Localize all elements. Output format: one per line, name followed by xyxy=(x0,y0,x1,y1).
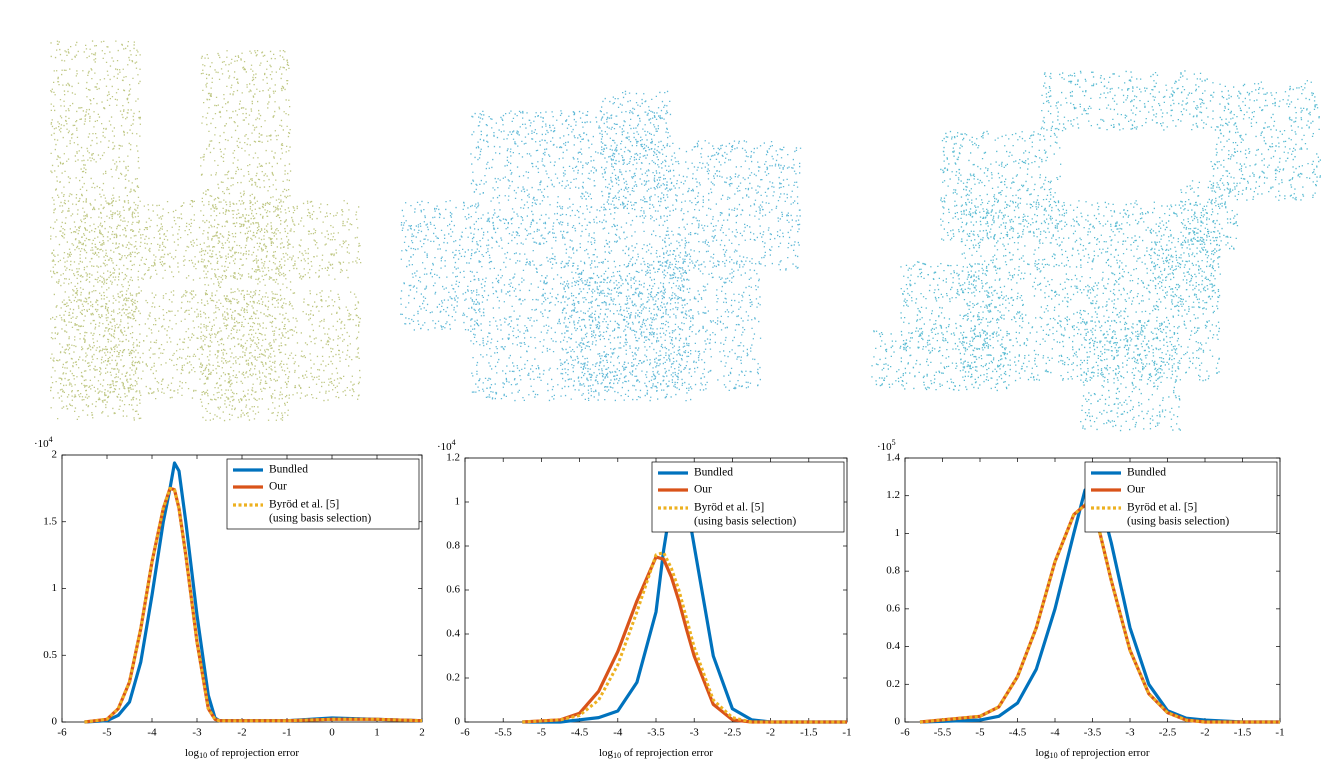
x-tick-label: -1.5 xyxy=(1234,727,1252,739)
x-tick-label: -3 xyxy=(690,727,700,739)
y-tick-label: 1 xyxy=(52,582,58,594)
line-chart: -6 -5.5 -5 -4.5 -4 -3.5 -3 -2.5 -2 -1.5 -1 0 0.2 0.4 0… xyxy=(437,438,852,760)
y-tick-label: 0.2 xyxy=(446,672,460,684)
x-axis-label: log10 of reprojection error xyxy=(185,747,299,760)
legend: Bundled Our Byröd et al. [5] (using basis s… xyxy=(1085,462,1277,532)
y-multiplier: ·104 xyxy=(437,438,456,453)
y-tick-label: 1 xyxy=(455,496,461,508)
x-label-sub: 10 xyxy=(199,751,207,760)
y-tick-label: 2 xyxy=(52,449,58,461)
y-tick-label: 0 xyxy=(52,716,58,728)
legend-label: Bundled xyxy=(269,464,308,476)
y-tick-label: 0 xyxy=(455,716,461,728)
legend-note: (using basis selection) xyxy=(1127,516,1229,528)
legend-label: Byröd et al. [5] xyxy=(694,502,764,514)
legend-label: Byröd et al. [5] xyxy=(269,499,339,511)
x-label-rest: of reprojection error xyxy=(207,747,299,759)
x-tick-label: -1 xyxy=(282,727,291,739)
x-tick-label: -2 xyxy=(766,727,775,739)
x-tick-label: -4 xyxy=(613,727,623,739)
x-tick-label: -3.5 xyxy=(1084,727,1102,739)
x-label-sub: 10 xyxy=(613,751,621,760)
x-tick-label: 0 xyxy=(329,727,335,739)
x-tick-label: -4 xyxy=(1050,727,1060,739)
x-tick-label: -4 xyxy=(147,727,157,739)
legend-label: Our xyxy=(269,481,287,493)
x-tick-label: -4.5 xyxy=(1009,727,1027,739)
x-tick-label: -5.5 xyxy=(494,727,512,739)
x-tick-label: -1 xyxy=(1275,727,1284,739)
y-multiplier-base: ·10 xyxy=(34,438,49,450)
y-tick-label: 0.8 xyxy=(446,540,460,552)
legend-label: Our xyxy=(1127,484,1145,496)
x-tick-label: -2 xyxy=(1200,727,1209,739)
y-multiplier-base: ·10 xyxy=(437,441,452,453)
y-multiplier: ·105 xyxy=(877,438,896,453)
legend-note: (using basis selection) xyxy=(269,513,371,525)
x-label-log: log xyxy=(599,747,614,759)
legend-note: (using basis selection) xyxy=(694,516,796,528)
y-multiplier-exp: 4 xyxy=(49,435,53,444)
y-tick-label: 1.4 xyxy=(886,452,900,464)
x-label-rest: of reprojection error xyxy=(621,747,713,759)
x-tick-label: -3.5 xyxy=(647,727,665,739)
y-multiplier-exp: 4 xyxy=(452,438,456,447)
y-tick-label: 0.4 xyxy=(886,640,900,652)
y-tick-label: 0 xyxy=(895,716,901,728)
x-tick-label: -2.5 xyxy=(1159,727,1177,739)
y-tick-label: 0.5 xyxy=(43,649,57,661)
line-chart: -6 -5.5 -5 -4.5 -4 -3.5 -3 -2.5 -2 -1.5 -1 0 0.2 0.4 0… xyxy=(877,438,1285,760)
x-tick-label: 2 xyxy=(419,727,425,739)
point-cloud xyxy=(400,91,801,402)
y-tick-label: 0.2 xyxy=(886,678,900,690)
x-tick-label: -4.5 xyxy=(571,727,589,739)
x-label-log: log xyxy=(185,747,200,759)
legend: Bundled Our Byröd et al. [5] (using basis s… xyxy=(652,462,844,532)
x-tick-label: -5 xyxy=(102,727,112,739)
series-line xyxy=(522,553,847,722)
x-label-rest: of reprojection error xyxy=(1058,747,1150,759)
y-tick-label: 0.6 xyxy=(446,584,460,596)
x-axis-label: log10 of reprojection error xyxy=(599,747,713,760)
x-tick-label: -3 xyxy=(1125,727,1135,739)
legend-label: Bundled xyxy=(1127,467,1166,479)
y-tick-label: 0.6 xyxy=(886,602,900,614)
x-tick-label: -3 xyxy=(192,727,202,739)
y-tick-label: 1 xyxy=(895,527,901,539)
y-multiplier-base: ·10 xyxy=(877,441,892,453)
point-cloud xyxy=(871,70,1321,431)
y-tick-label: 0.4 xyxy=(446,628,460,640)
legend-label: Bundled xyxy=(694,467,733,479)
y-multiplier: ·104 xyxy=(34,435,53,450)
x-label-log: log xyxy=(1036,747,1051,759)
series-line xyxy=(522,557,847,722)
point-clouds xyxy=(50,40,1321,431)
series-line xyxy=(920,505,1280,722)
x-tick-label: -5 xyxy=(975,727,985,739)
y-tick-label: 1.2 xyxy=(446,452,460,464)
legend-label: Our xyxy=(694,484,712,496)
x-tick-label: -2 xyxy=(237,727,246,739)
x-tick-label: -1 xyxy=(842,727,851,739)
legend-label: Byröd et al. [5] xyxy=(1127,502,1197,514)
x-tick-label: -6 xyxy=(900,727,910,739)
x-axis-label: log10 of reprojection error xyxy=(1036,747,1150,760)
x-tick-label: -2.5 xyxy=(724,727,742,739)
x-tick-label: -1.5 xyxy=(800,727,818,739)
y-multiplier-exp: 5 xyxy=(892,438,896,447)
x-tick-label: -6 xyxy=(460,727,470,739)
x-tick-label: -5 xyxy=(537,727,547,739)
point-cloud xyxy=(50,40,361,421)
x-label-sub: 10 xyxy=(1050,751,1058,760)
y-tick-label: 0.8 xyxy=(886,565,900,577)
y-tick-label: 1.2 xyxy=(886,489,900,501)
x-tick-label: -6 xyxy=(57,727,67,739)
x-tick-label: -5.5 xyxy=(934,727,952,739)
y-tick-label: 1.5 xyxy=(43,515,57,527)
figure: -6-5-4-3-2-101200.511.52·104log10 of rep… xyxy=(0,0,1327,761)
x-tick-label: 1 xyxy=(374,727,380,739)
legend: Bundled Our Byröd et al. [5] (using basis s… xyxy=(227,459,419,529)
